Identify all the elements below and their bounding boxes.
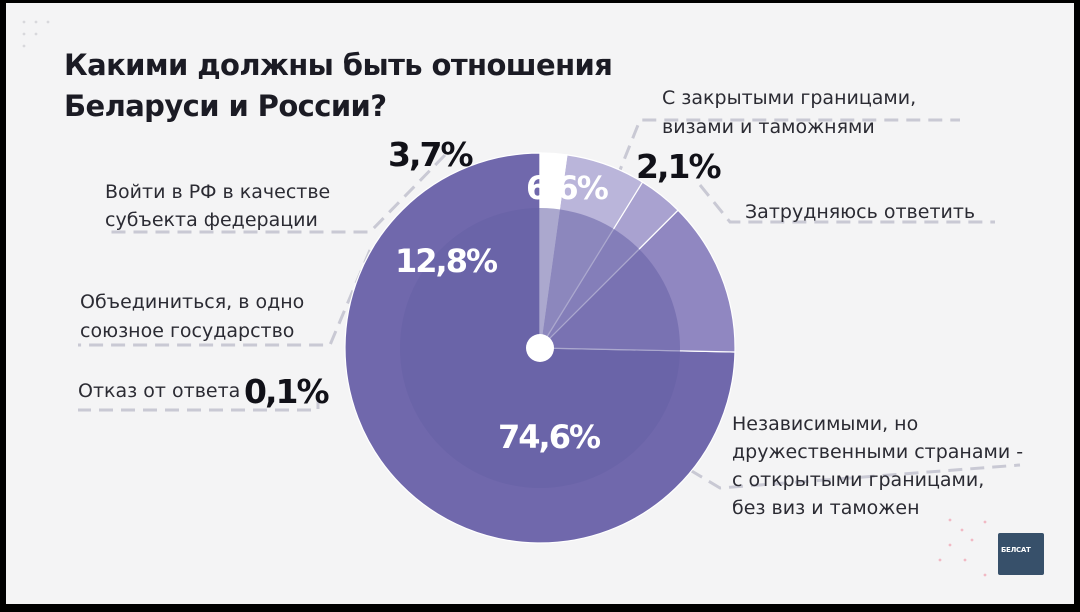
label-pct-subject: 3,7%	[388, 135, 473, 174]
chart-title-line-1: Какими должны быть отношения	[64, 48, 613, 82]
decorative-dots-bottom-right	[938, 518, 987, 577]
chart-title: Какими должны быть отношения Беларуси и …	[64, 45, 613, 127]
center-hole	[526, 334, 554, 362]
leader-refuse	[78, 395, 320, 412]
label-subject-line-2: субъекта федерации	[105, 209, 318, 231]
chart-title-line-2: Беларуси и России?	[64, 89, 387, 123]
label-pct-unsure: 2,1%	[636, 147, 721, 186]
label-pct-independent: 74,6%	[498, 418, 601, 456]
label-independent-line-2: дружественными странами -	[732, 441, 1023, 463]
label-pct-closed: 6,6%	[526, 169, 609, 207]
label-independent-line-3: с открытыми границами,	[732, 469, 984, 491]
label-pct-union: 12,8%	[395, 242, 498, 280]
label-closed-line-1: С закрытыми границами,	[662, 87, 916, 109]
label-closed-line-2: визами и таможнями	[662, 116, 875, 138]
label-unsure: Затрудняюсь ответить	[745, 201, 975, 223]
belsat-logo: БЕЛСАТ	[998, 533, 1044, 575]
leader-independent	[689, 463, 1021, 490]
label-pct-refuse: 0,1%	[244, 372, 329, 411]
leader-unsure	[698, 184, 995, 224]
leader-subject	[105, 153, 447, 234]
decorative-dots-top-left	[22, 20, 50, 48]
label-subject-line-1: Войти в РФ в качестве	[105, 181, 330, 203]
label-independent-line-4: без виз и таможен	[732, 497, 920, 519]
label-union-line-1: Объединиться, в одно	[80, 291, 304, 313]
label-refuse: Отказ от ответа	[78, 380, 240, 402]
logo-text: БЕЛСАТ	[1001, 546, 1031, 554]
label-independent-line-1: Независимыми, но	[732, 413, 918, 435]
label-union-line-2: союзное государство	[80, 320, 294, 342]
